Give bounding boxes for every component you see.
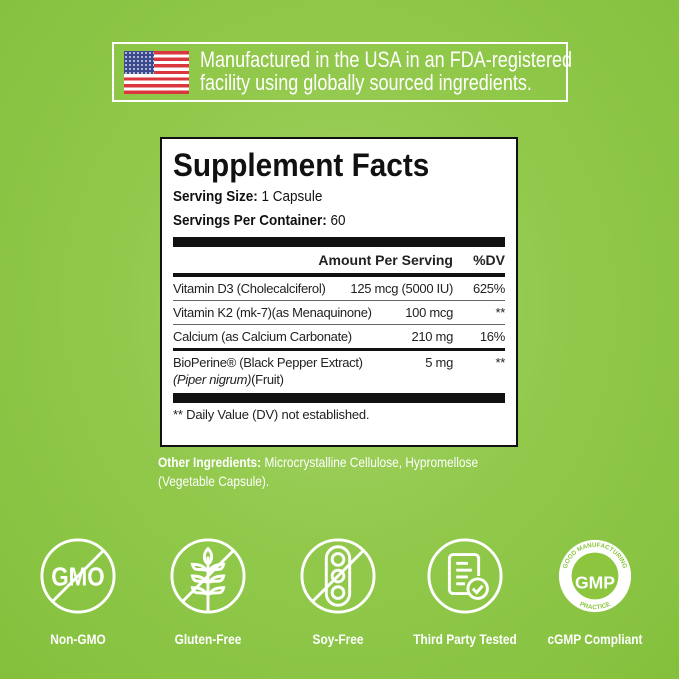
header-dv: %DV	[473, 252, 505, 268]
table-header: Amount Per Serving %DV	[173, 247, 505, 273]
panel-title: Supplement Facts	[173, 147, 430, 183]
serving-size: Serving Size: 1 Capsule	[173, 185, 472, 209]
badge-label-cgmp: cGMP Compliant	[547, 631, 643, 647]
gmp-seal-text: GMP	[575, 573, 615, 593]
serving-size-label: Serving Size:	[173, 188, 258, 205]
us-flag-icon	[124, 51, 189, 94]
serving-size-value: 1 Capsule	[257, 188, 323, 205]
soy-free-icon	[300, 538, 376, 614]
latin-name: (Piper nigrum)	[173, 372, 252, 387]
gmp-seal-icon: GMP GOOD MANUFACTURING PRACTICE	[558, 539, 632, 613]
divider-thick	[173, 237, 505, 247]
nutrient-dv: 625%	[472, 281, 505, 296]
banner-line-2: facility using globally sourced ingredie…	[200, 70, 532, 95]
nutrient-dv: 16%	[479, 329, 505, 344]
nutrient-name: Vitamin D3 (Cholecalciferol)	[173, 281, 326, 296]
other-ingredients: Other Ingredients: Microcrystalline Cell…	[158, 453, 532, 491]
table-row: BioPerine® (Black Pepper Extract) (Piper…	[173, 351, 505, 391]
badge-label-third-party-tested: Third Party Tested	[413, 631, 517, 647]
usa-manufacturing-banner: Manufactured in the USA in an FDA-regist…	[112, 42, 572, 102]
nutrient-dv: **	[495, 305, 505, 320]
banner-text: Manufactured in the USA in an FDA-regist…	[200, 48, 572, 94]
footnote: ** Daily Value (DV) not established.	[173, 407, 370, 422]
servings-value: 60	[326, 212, 346, 229]
servings-per-container: Servings Per Container: 60	[173, 209, 472, 233]
badge-label-gluten-free: Gluten-Free	[174, 631, 242, 647]
nutrient-name: Vitamin K2 (mk-7)(as Menaquinone)	[173, 305, 372, 320]
header-amount: Amount Per Serving	[318, 252, 453, 268]
plant-part: (Fruit)	[251, 372, 284, 387]
nutrient-name-block: BioPerine® (Black Pepper Extract) (Piper…	[173, 354, 417, 388]
nutrient-amount: 125 mcg (5000 IU)	[350, 281, 453, 296]
servings-label: Servings Per Container:	[173, 212, 327, 229]
divider-medium	[173, 273, 505, 277]
badge-label-non-gmo: Non-GMO	[50, 631, 106, 647]
table-row: Vitamin D3 (Cholecalciferol) 125 mcg (50…	[173, 277, 505, 301]
divider-thick	[173, 393, 505, 403]
third-party-tested-icon	[427, 538, 503, 614]
nutrient-name: BioPerine® (Black Pepper Extract)	[173, 355, 363, 370]
gmp-seal-bottom-text: PRACTICE	[579, 601, 612, 611]
badge-label-soy-free: Soy-Free	[312, 631, 364, 647]
supplement-facts-panel: Supplement Facts Serving Size: 1 Capsule…	[160, 137, 518, 447]
nutrient-name: Calcium (as Calcium Carbonate)	[173, 329, 352, 344]
non-gmo-icon: GMO	[40, 538, 116, 614]
other-ingredients-label: Other Ingredients:	[158, 454, 262, 470]
nutrient-amount: 210 mg	[411, 329, 453, 344]
gluten-free-icon	[170, 538, 246, 614]
nutrient-amount: 100 mcg	[405, 305, 453, 320]
table-row: Vitamin K2 (mk-7)(as Menaquinone) 100 mc…	[173, 301, 505, 325]
divider-medium	[173, 348, 505, 351]
other-ingredients-text: Microcrystalline Cellulose, Hypromellose…	[158, 454, 479, 489]
nutrient-amount: 5 mg	[425, 355, 453, 370]
banner-line-1: Manufactured in the USA in an FDA-regist…	[200, 47, 573, 72]
nutrient-dv: **	[495, 355, 505, 370]
table-row: Calcium (as Calcium Carbonate) 210 mg 16…	[173, 325, 505, 348]
